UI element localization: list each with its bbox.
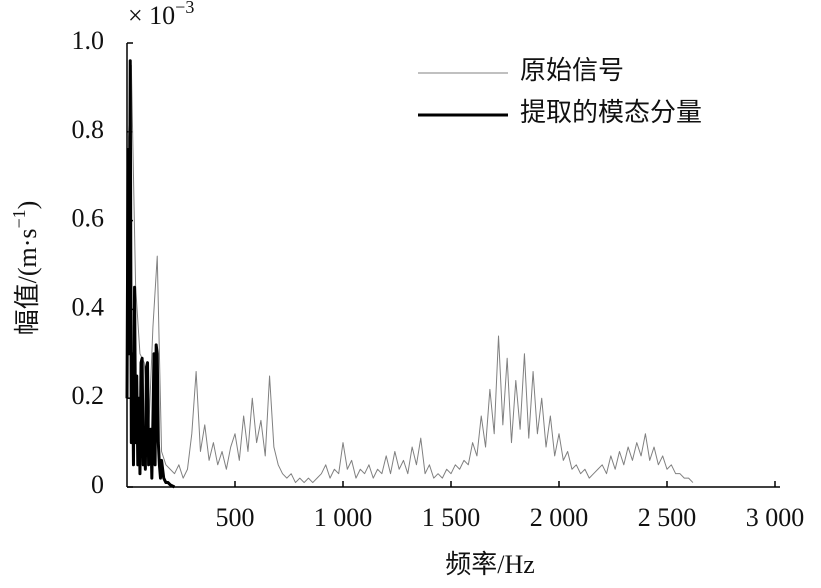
x-tick-label: 500 [216, 503, 255, 532]
y-label-end: ) [13, 201, 42, 210]
y-axis-label: 幅值/(m·s−1) [9, 201, 42, 336]
y-tick-label: 0.2 [72, 381, 105, 410]
y-tick-label: 1.0 [72, 26, 105, 55]
series-line [125, 59, 176, 489]
y-tick-label: 0.6 [72, 204, 105, 233]
x-tick-label: 1 000 [314, 503, 373, 532]
y-tick-label: 0.4 [72, 292, 105, 321]
x-tick-label: 2 500 [638, 503, 697, 532]
y-label-exp: −1 [9, 209, 29, 228]
multiplier-exp: −3 [175, 0, 194, 17]
y-tick-label: 0 [91, 470, 104, 499]
series-line [126, 64, 694, 484]
multiplier-base: × 10 [128, 1, 175, 30]
legend-label: 原始信号 [520, 56, 624, 85]
x-axis-label: 频率/Hz [445, 550, 535, 579]
y-tick-label: 0.8 [72, 115, 105, 144]
x-tick-label: 1 500 [422, 503, 481, 532]
legend-label: 提取的模态分量 [520, 98, 702, 127]
axis-multiplier: × 10−3 [128, 0, 194, 30]
y-label-main: 幅值/(m·s [13, 228, 42, 335]
x-tick-label: 3 000 [746, 503, 805, 532]
x-tick-label: 2 000 [530, 503, 589, 532]
